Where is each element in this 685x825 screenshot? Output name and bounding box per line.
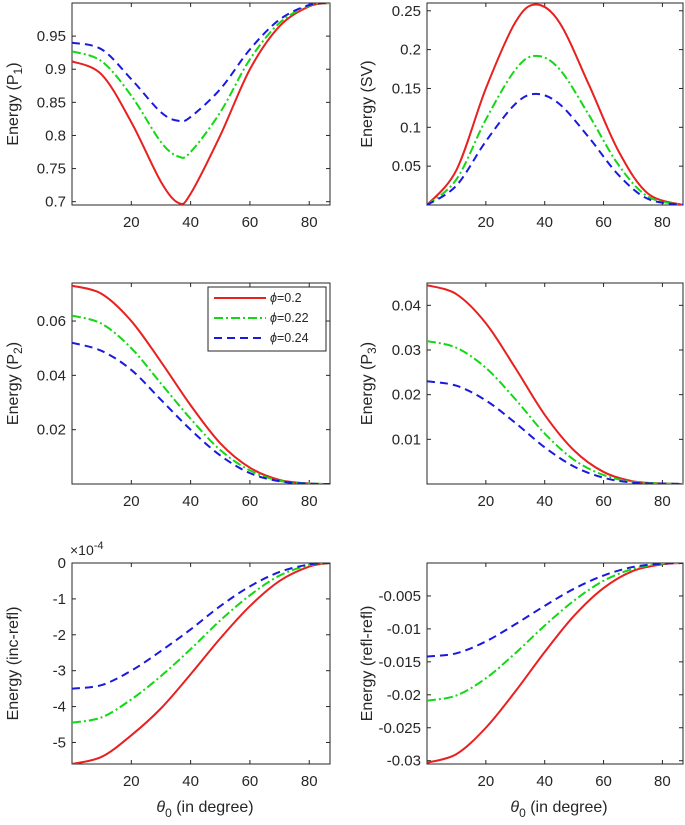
- y-axis-label: Energy (P3): [359, 342, 379, 425]
- series-line-phi-0-2: [72, 3, 330, 205]
- y-tick-label: 0.03: [392, 342, 421, 359]
- axes-box: [71, 282, 331, 485]
- panel-p2: 20 40 60 80 0.02 0.04 0.06 Energy (P2): [5, 282, 331, 510]
- y-tick-label: 0.01: [392, 431, 421, 448]
- x-tick-label: 80: [301, 493, 318, 510]
- axes-box: [71, 2, 331, 206]
- y-tick-label: -4: [53, 699, 66, 716]
- x-tick-label: 40: [182, 493, 199, 510]
- y-tick-label: 0.05: [392, 158, 421, 175]
- legend-entry: ϕ=0.24: [270, 331, 309, 345]
- series-line-phi-0-24: [427, 380, 683, 484]
- legend-entry: ϕ=0.2: [270, 291, 302, 305]
- y-axis-label: Energy (inc-refl): [5, 607, 22, 721]
- series-line-phi-0-24: [427, 563, 683, 658]
- panel-inc-refl: 20 40 60 80 0 -1 -2 -3 -4 -5 Energy (inc-refl) ×10-…: [5, 540, 331, 820]
- series-line-phi-0-22: [72, 3, 330, 159]
- y-tick-label: 0.04: [37, 367, 66, 384]
- series-line-phi-0-22: [72, 563, 330, 724]
- y-axis-label: Energy (SV): [359, 60, 376, 147]
- x-tick-label: 60: [595, 214, 612, 231]
- y-tick-label: -0.005: [378, 588, 421, 605]
- y-tick-label: -1: [53, 591, 66, 608]
- x-tick-label: 20: [478, 493, 495, 510]
- x-tick-label: 20: [123, 214, 140, 231]
- y-tick-label: 0.9: [45, 61, 66, 78]
- series-line-phi-0-24: [72, 3, 330, 123]
- x-tick-label: 80: [301, 214, 318, 231]
- y-tick-label: -0.01: [387, 621, 421, 638]
- y-tick-label: 0.85: [37, 94, 66, 111]
- y-tick-label: -0.025: [378, 720, 421, 737]
- axes-box: [71, 562, 331, 765]
- x-tick-label: 40: [182, 214, 199, 231]
- y-tick-label: 0.7: [45, 194, 66, 211]
- axes-box: [426, 282, 684, 485]
- x-tick-label: 80: [654, 214, 671, 231]
- y-axis-label: Energy (P1): [5, 62, 25, 145]
- y-tick-label: 0.95: [37, 28, 66, 45]
- series-line-phi-0-2: [72, 284, 330, 484]
- x-tick-label: 40: [536, 214, 553, 231]
- panel-p3: 20 40 60 80 0.01 0.02 0.03 0.04 Energy (P3): [359, 282, 684, 510]
- x-tick-label: 60: [242, 773, 259, 790]
- x-tick-label: 60: [595, 773, 612, 790]
- y-tick-label: 0.06: [37, 313, 66, 330]
- series-line-phi-0-2: [427, 563, 683, 764]
- y-tick-label: 0.02: [392, 387, 421, 404]
- x-tick-label: 20: [123, 493, 140, 510]
- y-tick-label: 0.75: [37, 161, 66, 178]
- y-axis-label: Energy (P2): [5, 342, 25, 425]
- x-tick-label: 40: [536, 493, 553, 510]
- y-tick-label: -2: [53, 627, 66, 644]
- axes-box: [426, 562, 684, 765]
- x-tick-label: 20: [478, 773, 495, 790]
- axes-box: [426, 2, 684, 206]
- y-tick-label: 0.15: [392, 80, 421, 97]
- series-line-phi-0-24: [72, 563, 330, 690]
- y-tick-label: 0.02: [37, 422, 66, 439]
- y-tick-label: 0.04: [392, 297, 421, 314]
- x-tick-label: 60: [242, 493, 259, 510]
- x-tick-label: 60: [242, 214, 259, 231]
- series-line-phi-0-22: [427, 54, 683, 205]
- x-tick-label: 80: [301, 773, 318, 790]
- y-tick-label: -0.03: [387, 753, 421, 770]
- y-tick-label: 0.1: [400, 119, 421, 136]
- series-line-phi-0-22: [427, 563, 683, 702]
- x-tick-label: 60: [595, 493, 612, 510]
- x-tick-label: 80: [654, 773, 671, 790]
- panel-refl-refl: 20 40 60 80 -0.005 -0.01 -0.015 -0.02 -0.025 -0.0…: [359, 562, 684, 820]
- y-tick-label: -0.02: [387, 687, 421, 704]
- y-tick-label: 0: [58, 555, 66, 572]
- series-line-phi-0-22: [72, 314, 330, 484]
- y-tick-label: 0.8: [45, 127, 66, 144]
- series-line-phi-0-2: [427, 3, 683, 205]
- legend-entry: ϕ=0.22: [270, 311, 309, 325]
- x-tick-label: 20: [478, 214, 495, 231]
- x-tick-label: 20: [123, 773, 140, 790]
- panel-sv: 20 40 60 80 0.05 0.1 0.15 0.2 0.25 Energy (SV): [359, 2, 684, 231]
- x-axis-label: θ0 (in degree): [510, 799, 607, 820]
- legend: ϕ=0.2 ϕ=0.22 ϕ=0.24: [207, 286, 327, 352]
- x-axis-label: θ0 (in degree): [156, 799, 253, 820]
- y-tick-label: 0.25: [392, 3, 421, 20]
- y-tick-label: 0.2: [400, 42, 421, 59]
- series-line-phi-0-24: [72, 341, 330, 484]
- x-tick-label: 40: [536, 773, 553, 790]
- y-axis-label: Energy (refl-refl): [359, 606, 376, 722]
- y-tick-label: -3: [53, 663, 66, 680]
- y-tick-label: -5: [53, 734, 66, 751]
- series-line-phi-0-24: [427, 92, 683, 205]
- panel-p1: 20 40 60 80 0.7 0.75 0.8 0.85 0.9 0.95 Energy (P1): [5, 2, 331, 231]
- x-tick-label: 80: [654, 493, 671, 510]
- y-tick-label: -0.015: [378, 654, 421, 671]
- series-line-phi-0-22: [427, 340, 683, 484]
- sci-multiplier: ×10-4: [70, 540, 104, 558]
- x-tick-label: 40: [182, 773, 199, 790]
- series-line-phi-0-2: [72, 563, 330, 764]
